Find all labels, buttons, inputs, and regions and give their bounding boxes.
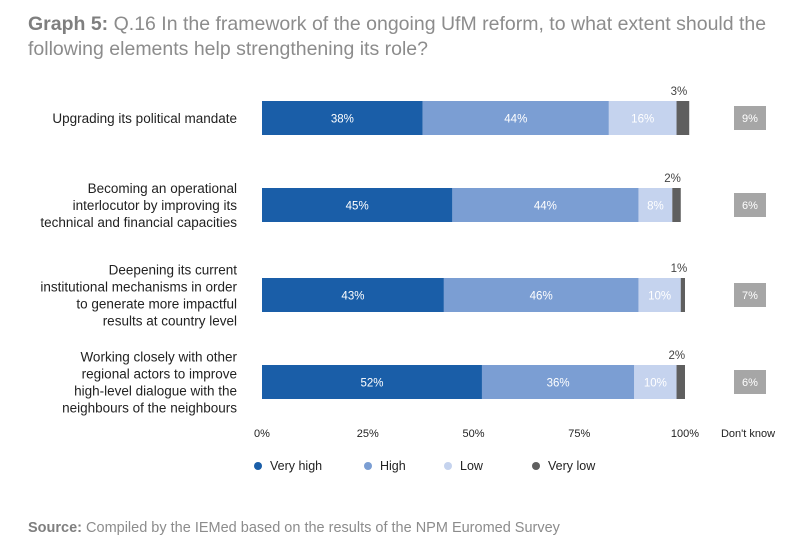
category-label: regional actors to improve: [82, 367, 237, 382]
dont-know-axis-label: Don't know: [721, 428, 775, 440]
legend-label: Very high: [270, 459, 322, 473]
bar-segment: [452, 188, 639, 222]
bar-segment: [676, 365, 685, 399]
bar-segment: [262, 278, 444, 312]
legend-label: Very low: [548, 459, 596, 473]
bar-segment: [262, 188, 453, 222]
category-label: Working closely with other: [80, 350, 237, 365]
dont-know-label: 9%: [742, 113, 758, 125]
category-label: to generate more impactful: [76, 297, 237, 312]
category-label: Becoming an operational: [88, 181, 237, 196]
category-label: results at country level: [103, 314, 237, 329]
source-note: Source: Compiled by the IEMed based on t…: [28, 520, 560, 536]
data-label: 45%: [346, 201, 369, 213]
bar-segment: [634, 365, 677, 399]
data-label: 2%: [668, 350, 685, 362]
bar-segment: [481, 365, 635, 399]
category-label: Upgrading its political mandate: [52, 111, 237, 126]
data-label: 44%: [534, 201, 557, 213]
category-label: technical and financial capacities: [40, 215, 237, 230]
bar-segment: [262, 365, 482, 399]
data-label: 2%: [664, 173, 681, 185]
source-text: Compiled by the IEMed based on the resul…: [86, 520, 560, 536]
data-label: 43%: [341, 291, 364, 303]
bar-segment: [672, 188, 681, 222]
dont-know-box: [734, 283, 766, 307]
chart-title-text: Q.16 In the framework of the ongoing UfM…: [28, 13, 767, 60]
category-label: Deepening its current: [109, 263, 238, 278]
data-label: 8%: [647, 201, 664, 213]
dont-know-box: [734, 193, 766, 217]
x-tick-label: 100%: [671, 428, 699, 440]
data-label: 46%: [530, 291, 553, 303]
legend-label: Low: [460, 459, 484, 473]
bar-segment: [443, 278, 639, 312]
category-label: neighbours of the neighbours: [62, 401, 237, 416]
bar-segment: [638, 278, 681, 312]
legend-label: High: [380, 459, 406, 473]
bar-segment: [676, 101, 690, 135]
legend-marker: [532, 462, 540, 470]
data-label: 44%: [504, 114, 527, 126]
category-label: interlocutor by improving its: [73, 198, 238, 213]
chart-title-lead: Graph 5:: [28, 13, 109, 35]
x-tick-label: 25%: [357, 428, 379, 440]
dont-know-label: 6%: [742, 200, 758, 212]
x-tick-label: 50%: [462, 428, 484, 440]
data-label: 38%: [331, 114, 354, 126]
data-label: 16%: [631, 114, 654, 126]
x-tick-label: 0%: [254, 428, 270, 440]
data-label: 1%: [671, 263, 688, 275]
bar-segment: [680, 278, 685, 312]
dont-know-label: 6%: [742, 377, 758, 389]
legend-marker: [254, 462, 262, 470]
data-label: 36%: [547, 378, 570, 390]
data-label: 52%: [360, 378, 383, 390]
legend-marker: [364, 462, 372, 470]
stacked-bar-chart: Upgrading its political mandate 38% 44% 16%…: [40, 86, 775, 473]
x-tick-label: 75%: [568, 428, 590, 440]
dont-know-label: 7%: [742, 290, 758, 302]
bar-segment: [608, 101, 677, 135]
category-label: institutional mechanisms in order: [40, 280, 237, 295]
dont-know-box: [734, 370, 766, 394]
bar-segment: [638, 188, 673, 222]
data-label: 3%: [671, 86, 688, 98]
data-label: 10%: [648, 291, 671, 303]
chart-title: Graph 5: Q.16 In the framework of the on…: [28, 12, 788, 62]
source-lead: Source:: [28, 520, 82, 536]
dont-know-box: [734, 106, 766, 130]
data-label: 10%: [644, 378, 667, 390]
bar-segment: [262, 101, 423, 135]
bar-segment: [422, 101, 609, 135]
legend-marker: [444, 462, 452, 470]
category-label: high-level dialogue with the: [74, 384, 237, 399]
